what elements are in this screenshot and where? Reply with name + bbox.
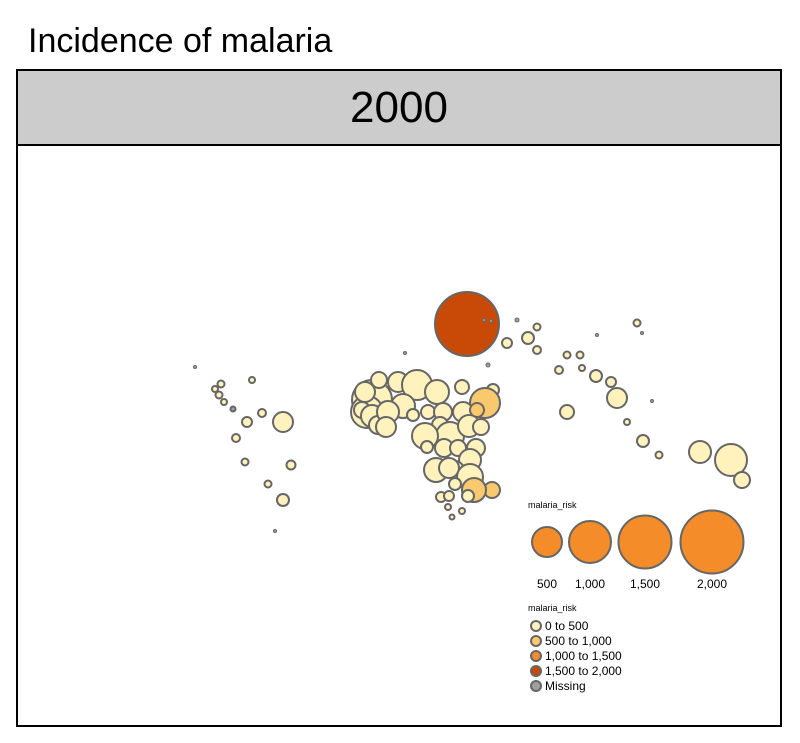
color-legend-label: 0 to 500 — [545, 619, 589, 633]
country-bubble — [276, 493, 290, 507]
country-bubble — [420, 404, 436, 420]
size-legend-symbol — [531, 526, 563, 558]
country-bubble — [482, 318, 486, 322]
country-bubble — [434, 291, 500, 357]
country-bubble — [214, 390, 224, 400]
country-bubble — [521, 331, 535, 345]
country-bubble — [623, 418, 631, 426]
size-legend-label: 500 — [537, 577, 557, 591]
map-title: Incidence of malaria — [28, 22, 333, 60]
country-bubble — [654, 450, 664, 460]
color-legend-swatch — [530, 680, 542, 692]
country-bubble — [438, 457, 460, 479]
country-bubble — [514, 317, 520, 323]
country-bubble — [406, 408, 420, 422]
country-bubble — [263, 479, 273, 489]
country-bubble — [606, 387, 628, 409]
country-bubbles — [193, 291, 751, 533]
country-bubble — [193, 365, 197, 369]
country-bubble — [532, 322, 542, 332]
country-bubble — [272, 411, 294, 433]
country-bubble — [532, 345, 542, 355]
country-bubble — [241, 416, 253, 428]
color-legend-label: 1,000 to 1,500 — [545, 649, 622, 663]
country-bubble — [559, 404, 575, 420]
color-legend-label: 500 to 1,000 — [545, 634, 612, 648]
country-bubble — [229, 405, 237, 413]
color-legend-swatch — [530, 620, 542, 632]
country-bubble — [489, 319, 493, 323]
color-legend-label: 1,500 to 2,000 — [545, 664, 622, 678]
country-bubble — [485, 362, 491, 368]
country-bubble — [240, 457, 250, 467]
country-bubble — [231, 433, 241, 443]
size-legend-symbol — [568, 520, 612, 564]
country-bubble — [589, 369, 603, 383]
country-bubble — [562, 350, 572, 360]
country-bubble — [632, 318, 642, 328]
country-bubble — [501, 337, 513, 349]
country-bubble — [575, 350, 585, 360]
country-bubble — [420, 440, 434, 454]
country-bubble — [688, 440, 712, 464]
country-bubble — [454, 379, 470, 395]
country-bubble — [248, 376, 256, 384]
country-bubble — [650, 399, 654, 403]
country-bubble — [370, 371, 388, 389]
color-legend-label: Missing — [545, 679, 586, 693]
country-bubble — [448, 477, 462, 491]
country-bubble — [403, 351, 407, 355]
country-bubble — [578, 364, 586, 372]
country-bubble — [220, 398, 228, 406]
country-bubble — [469, 402, 485, 418]
size-legend-label: 1,000 — [575, 577, 605, 591]
panel-year-label: 2000 — [18, 71, 780, 146]
country-bubble — [375, 416, 397, 438]
color-legend-swatch — [530, 650, 542, 662]
country-bubble — [461, 489, 475, 503]
size-legend-title: malaria_risk — [528, 500, 577, 510]
color-legend-swatch — [530, 665, 542, 677]
country-bubble — [458, 507, 466, 515]
country-bubble — [211, 385, 219, 393]
size-legend-label: 1,500 — [630, 577, 660, 591]
country-bubble — [354, 381, 376, 403]
country-bubble — [472, 418, 490, 436]
size-legend: malaria_risk 500 1,000 1,500 2,000 — [528, 500, 745, 591]
country-bubble — [733, 471, 751, 489]
country-bubble — [443, 490, 455, 502]
country-bubble — [216, 379, 226, 389]
country-bubble — [636, 434, 650, 448]
size-legend-symbol — [617, 514, 673, 570]
country-bubble — [605, 376, 617, 388]
size-legend-symbol — [679, 509, 745, 575]
country-bubble — [444, 503, 452, 511]
country-bubble — [273, 529, 277, 533]
country-bubble — [595, 333, 599, 337]
country-bubble — [554, 365, 564, 375]
color-legend-swatch — [530, 635, 542, 647]
country-bubble — [640, 331, 644, 335]
country-bubble — [285, 459, 297, 471]
country-bubble — [424, 379, 450, 405]
country-bubble — [257, 408, 267, 418]
country-bubble — [448, 513, 456, 521]
size-legend-label: 2,000 — [697, 577, 727, 591]
country-bubble — [714, 443, 748, 477]
map-panel: 2000 — [16, 69, 782, 727]
color-legend-title: malaria_risk — [528, 603, 577, 613]
